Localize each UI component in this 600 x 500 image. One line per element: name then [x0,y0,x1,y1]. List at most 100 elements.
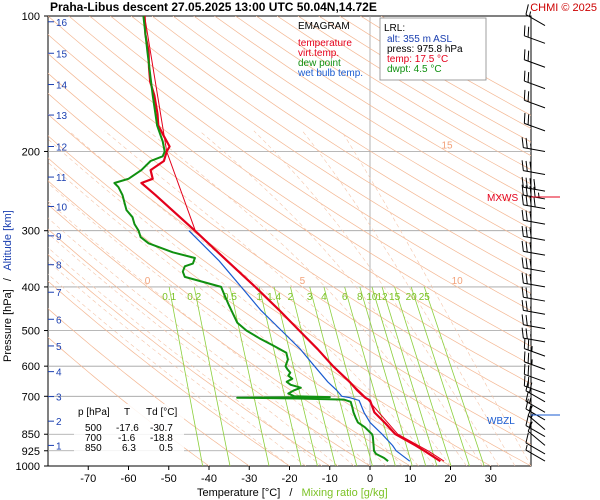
wind-barb-feather [525,398,529,410]
x-axis-label: Temperature [°C] / Mixing ratio [g/kg] [197,487,388,499]
table-cell: 850 [85,443,102,454]
mixing-ratio-line [258,286,302,466]
wind-barb-staff [525,442,546,455]
wind-barb-feather [525,137,528,149]
wind-barb-feather [521,272,524,284]
wind-barb-feather [529,186,532,197]
wind-barb [525,432,546,455]
mixing-ratio-label: 0.5 [223,292,237,303]
x-tick-label: -60 [121,473,137,485]
alt-tick-label: 5 [56,342,62,353]
wind-barb-feather [523,49,526,60]
alt-tick-label: 11 [56,173,67,184]
dry-adiabat-label: 0 [145,276,151,287]
dry-adiabat [214,16,531,214]
wind-barb-feather [529,178,532,189]
wind-barb [523,338,546,357]
wind-barb-feather [527,405,533,416]
mixing-ratio-label: 20 [406,292,418,303]
moist-adiabat [148,130,467,466]
wind-barb-feather [525,287,528,298]
dry-adiabat-label: 20 [569,140,581,151]
moist-adiabat [48,162,403,466]
wind-barb-feather [521,240,524,252]
wind-barb [523,70,546,90]
wind-barb-feather [521,176,524,188]
wind-barb-feather [529,161,532,173]
wind-barb-staff [527,430,546,446]
dry-adiabat [48,280,290,466]
dry-adiabat [131,16,531,278]
wind-barb-feather [523,363,526,375]
wind-barb-feather [527,72,530,83]
dry-adiabat [48,157,491,466]
wind-barb-feather [523,338,526,349]
series-line-virt-temp [144,16,445,462]
wind-barb-feather [527,365,530,376]
x-tick-label: -70 [80,473,96,485]
wind-barb-feather [525,4,529,15]
dry-adiabat [172,16,531,245]
wind-barb-feather [529,211,532,222]
dry-adiabat [48,204,411,466]
table-cell: 6.3 [122,443,136,454]
wind-barb [525,398,546,421]
mixing-ratio-line [193,286,231,466]
wind-barb-feather [525,328,528,339]
mixing-ratio-label: 6 [342,292,348,303]
dry-adiabat [48,16,531,347]
dry-adiabat [151,16,531,261]
wind-barb-feather [527,91,530,102]
wind-barb [523,25,546,44]
wind-barb-feather [525,415,529,426]
table-cell: -17.6 [116,423,139,434]
mixing-ratio-label: 0.2 [187,292,201,303]
y-tick-label: 400 [22,282,40,294]
mixing-ratio-line [394,286,452,466]
x-axis-label-mix: Mixing ratio [g/kg] [301,487,387,499]
levels-table: p [hPa] T Td [°C] 500 -17.6 -30.7 700 -1… [74,404,184,454]
wind-barb [525,444,546,462]
wind-barb [521,272,546,288]
alt-tick-label: 8 [56,261,62,272]
wind-barb-half-feather [530,320,532,327]
mixing-ratio-line [229,286,270,466]
wind-barb [521,194,546,210]
mixing-ratio-line [381,286,438,466]
y-tick-label: 925 [22,446,40,458]
wind-barb-feather [525,258,528,269]
y-tick-label: 1000 [16,461,40,473]
wind-barb [523,351,546,370]
mixing-ratio-label: 12 [376,292,388,303]
wind-barb-feather [527,50,530,62]
y-tick-label: 500 [22,326,40,338]
mixing-ratio-label: 3 [307,292,313,303]
mxws-label: MXWS [487,193,518,204]
wind-barb [523,363,546,383]
mixing-ratio-label: 0.1 [162,292,176,303]
mixing-ratio-label: 4 [321,292,327,303]
alt-tick-label: 2 [56,417,62,428]
alt-tick-label: 1 [56,441,62,452]
y-tick-label: 100 [22,11,40,23]
moist-adiabat [48,217,355,466]
x-tick-label: 0 [367,473,373,485]
alt-tick-label: 7 [56,288,62,299]
wind-barb-half-feather [530,143,532,150]
wind-barb-feather [527,421,533,432]
wind-barb-feather [525,226,528,238]
wind-barb-feather [525,432,529,444]
wind-barb-feather [533,178,536,190]
wind-barb-feather [525,195,528,206]
wind-barb-feather [521,327,524,339]
wind-barb-feather [529,274,532,285]
mixing-ratio-label: 10 [366,292,378,303]
table-header-t: T [124,407,130,418]
wind-barb-feather [533,196,536,207]
legend-virt-temp: virt.temp. [298,48,339,59]
lrl-box: LRL: alt: 355 m ASL press: 975.8 hPa tem… [379,17,487,81]
moist-adiabat [68,130,435,466]
alt-tick-label: 12 [56,143,68,154]
wind-barb-feather [523,70,526,82]
